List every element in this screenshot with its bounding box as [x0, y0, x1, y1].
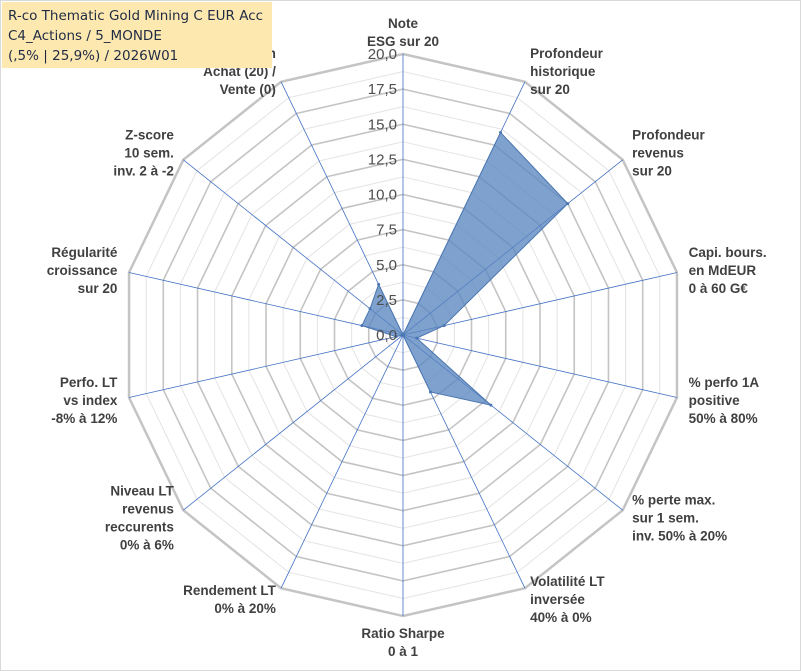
tick-label: 2,5 [376, 292, 397, 309]
fund-category: C4_Actions / 5_MONDE [8, 28, 162, 44]
tick-label: 5,0 [376, 257, 397, 274]
axis-spoke [183, 334, 404, 511]
series-point [394, 335, 398, 339]
axis-label: Profondeur revenus sur 20 [632, 127, 705, 178]
radar-tick-labels: 0,0 2,5 5,0 7,5 10,0 12,5 15,0 17,5 20,0 [368, 46, 397, 344]
axis-spoke [402, 272, 678, 336]
tick-label: 17,5 [368, 81, 397, 98]
axis-label: Z-score 10 sem. inv. 2 à -2 [113, 127, 174, 178]
tick-label: 20,0 [368, 46, 397, 63]
fund-name: R-co Thematic Gold Mining C EUR Acc [8, 8, 264, 24]
series-point [428, 390, 432, 394]
axis-label: Volatilité LT inversée 40% à 0% [530, 574, 605, 625]
series-point [442, 324, 446, 328]
series-point [415, 336, 419, 340]
axis-label: Capi. bours. en MdEUR 0 à 60 G€ [689, 245, 767, 296]
radar-series [360, 130, 570, 407]
series-point [360, 324, 364, 328]
axis-label: % perte max. sur 1 sem. inv. 50% à 20% [632, 493, 727, 544]
fund-stats: (,5% | 25,9%) / 2026W01 [8, 48, 179, 64]
axis-label: Régularité croissance sur 20 [47, 245, 118, 296]
axis-label: % perfo 1A positive 50% à 80% [689, 375, 760, 426]
axis-label: Perfo. LT vs index -8% à 12% [51, 375, 118, 426]
series-point [566, 202, 570, 206]
series-point [377, 282, 381, 286]
axis-label: Ratio Sharpe 0 à 1 [361, 626, 445, 659]
axis-label: Rendement LT 0% à 20% [183, 583, 277, 616]
axis-label: Note ESG sur 20 [367, 16, 439, 49]
tick-label: 12,5 [368, 151, 397, 168]
tick-label: 10,0 [368, 187, 397, 204]
series-point [499, 130, 503, 134]
axis-spoke [183, 159, 404, 336]
series-point [368, 307, 372, 311]
axis-spoke [402, 334, 678, 398]
axis-label: Niveau LT revenus reccurents 0% à 6% [105, 484, 175, 553]
axis-spoke [128, 272, 404, 336]
series-point [489, 403, 493, 407]
axis-label: Profondeur historique sur 20 [530, 46, 603, 97]
axis-spoke [280, 334, 404, 589]
fund-title-box: R-co Thematic Gold Mining C EUR Acc C4_A… [2, 2, 272, 68]
axis-spoke [128, 334, 404, 398]
tick-label: 0,0 [376, 327, 397, 344]
tick-label: 15,0 [368, 116, 397, 133]
series-point [401, 333, 405, 337]
tick-label: 7,5 [376, 222, 397, 239]
